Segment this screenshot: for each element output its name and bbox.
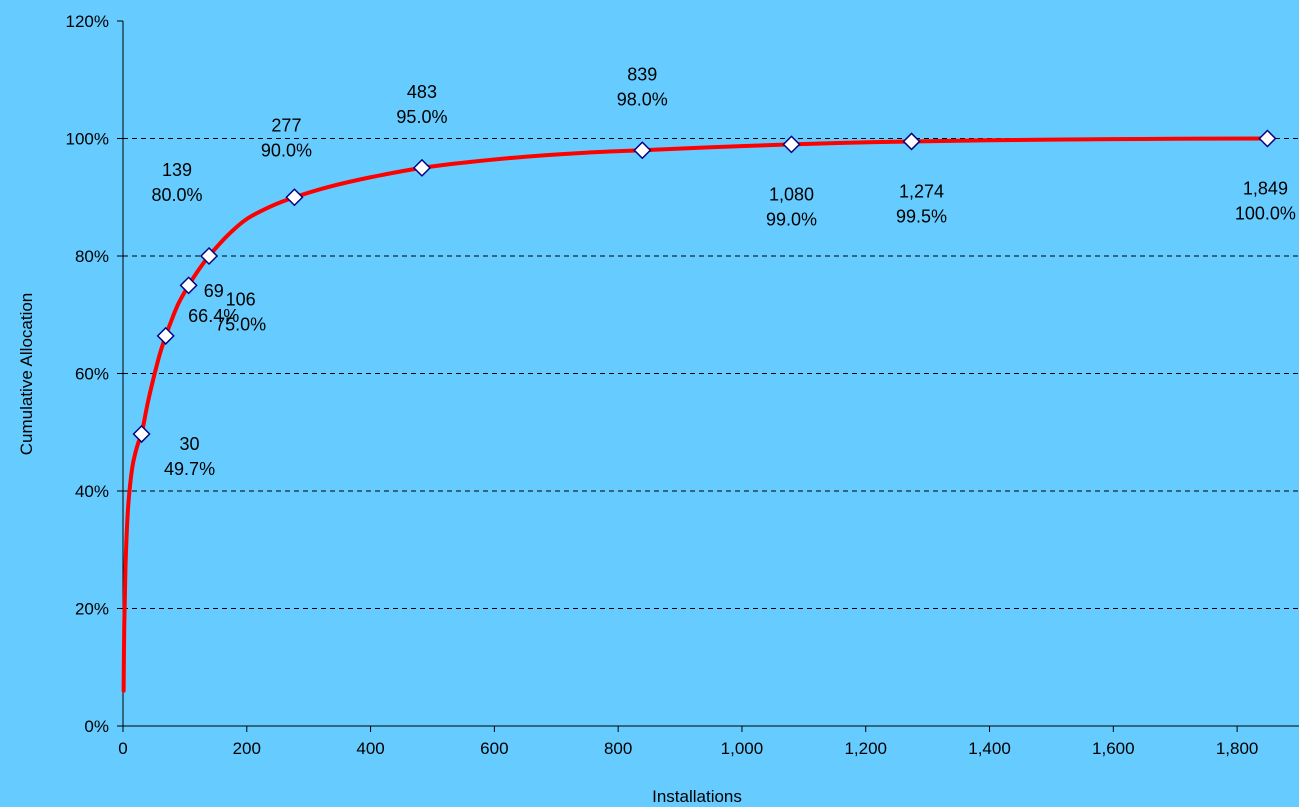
data-label-installations: 69 [204,281,224,301]
data-point-marker [132,424,151,444]
data-label-installations: 1,274 [899,181,944,201]
data-label-installations: 483 [407,82,437,102]
data-label-installations: 277 [271,115,301,135]
data-label-installations: 139 [162,160,192,180]
data-point-markers [132,129,1277,444]
x-axis-ticks: 0 200 400 600 800 1,000 1,200 1,400 1,600 1,800 [118,726,1258,758]
x-tick-label: 800 [604,739,632,758]
data-label-allocation: 99.5% [896,206,947,226]
x-tick-label: 400 [356,739,384,758]
y-axis-title: Cumulative Allocation [17,293,36,456]
data-point-marker [412,158,432,177]
x-tick-label: 200 [233,739,261,758]
data-label-allocation: 99.0% [766,209,817,229]
data-point-marker [156,326,175,345]
data-label-allocation: 66.4% [188,306,239,326]
y-tick-label: 40% [75,482,109,501]
x-tick-label: 1,400 [968,739,1011,758]
x-tick-label: 600 [480,739,508,758]
y-tick-label: 20% [75,600,109,619]
data-point-marker [1258,129,1277,148]
y-tick-label: 60% [75,365,109,384]
y-tick-label: 0% [84,717,109,736]
data-point-marker [902,132,921,151]
data-point-labels: 30 49.7% 69 66.4%106 75.0% 139 80.0% 277 90.0% 48… [152,64,1296,479]
data-point-marker [633,141,652,160]
y-tick-label: 80% [75,247,109,266]
x-tick-label: 1,200 [844,739,887,758]
data-label-installations: 1,849 [1243,179,1288,199]
data-label-installations: 106 [226,289,256,309]
y-axis-ticks: 0% 20% 40% 60% 80% 100% 120% [66,12,123,736]
x-tick-label: 1,800 [1216,739,1259,758]
data-label-allocation: 98.0% [617,89,668,109]
gridlines [123,138,1299,609]
x-tick-label: 1,000 [721,739,764,758]
data-label-allocation: 80.0% [152,185,203,205]
x-tick-label: 0 [118,739,127,758]
data-label-allocation: 75.0% [215,314,266,334]
data-point-marker [285,188,304,207]
x-tick-label: 1,600 [1092,739,1135,758]
data-point-marker [199,246,219,266]
data-label-allocation: 100.0% [1235,204,1296,224]
data-label-allocation: 90.0% [261,140,312,160]
data-point-marker [179,276,198,295]
cumulative-allocation-line [121,136,1270,693]
y-tick-label: 120% [66,12,109,31]
data-label-installations: 1,080 [769,184,814,204]
x-axis-title: Installations [652,787,742,806]
y-tick-label: 100% [66,130,109,149]
data-label-allocation: 49.7% [164,459,215,479]
data-label-installations: 839 [627,64,657,84]
data-label-installations: 30 [180,434,200,454]
data-point-marker [782,135,801,154]
data-label-allocation: 95.0% [396,107,447,127]
